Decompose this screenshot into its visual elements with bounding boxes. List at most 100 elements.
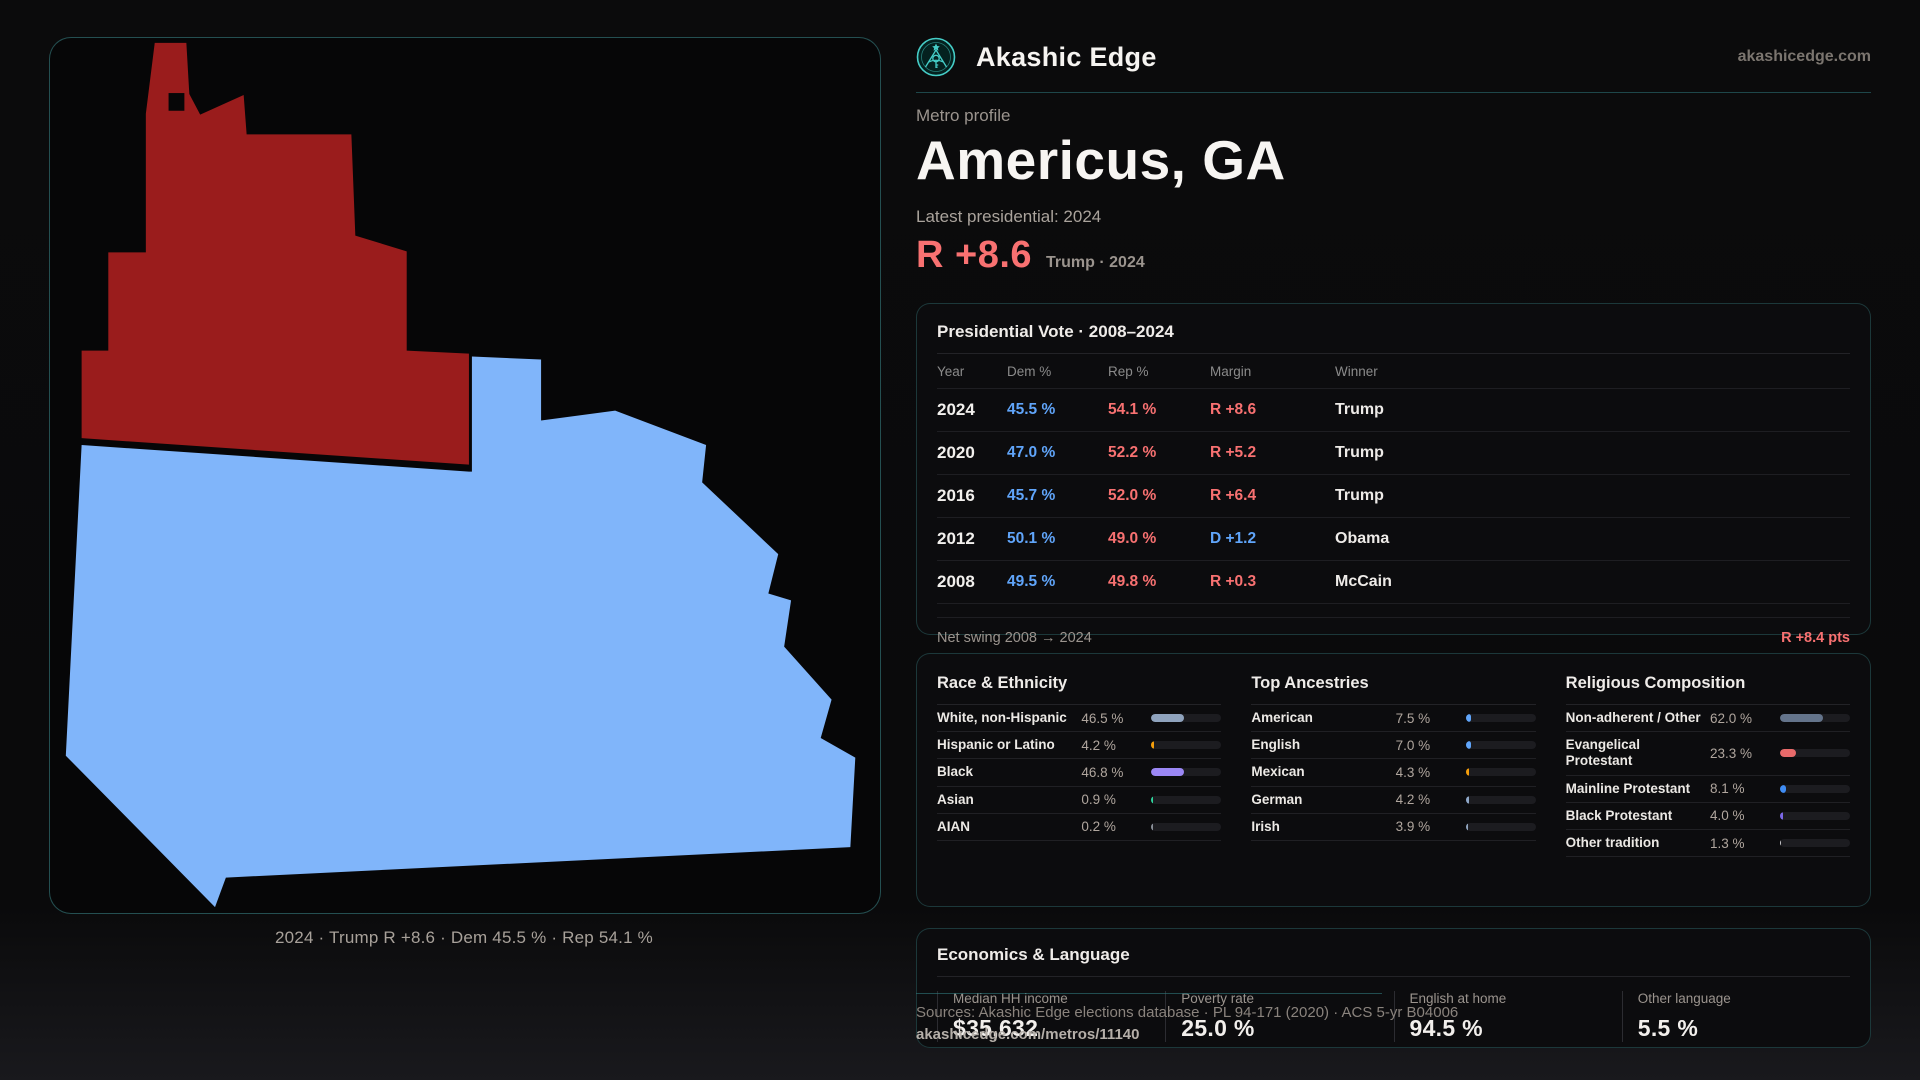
stat-label: English at home [1409,991,1507,1006]
vote-table-header: Year Dem % Rep % Margin Winner [937,354,1850,389]
demographics-card: Race & Ethnicity White, non-Hispanic 46.… [916,653,1871,907]
margin: R +0.3 [1210,573,1257,590]
winner: Obama [1335,530,1390,547]
demo-row: Black Protestant 4.0 % [1565,803,1850,830]
year: 2024 [937,400,975,419]
margin: R +8.6 [1210,401,1257,418]
page-eyebrow: Metro profile [916,106,1011,125]
demo-label: Irish [1251,818,1280,834]
demo-label: Asian [937,791,974,807]
stat-poverty-rate: Poverty rate 25.0 % [1165,991,1393,1042]
net-swing-label: Net swing 2008 → 2024 [937,630,1092,646]
county-map [65,42,856,908]
demo-bar [1465,822,1536,831]
rep-pct: 54.1 % [1108,401,1157,418]
demo-label: English [1251,737,1301,753]
demo-bar [1780,749,1850,758]
vote-row-2008: 2008 49.5 % 49.8 % R +0.3 McCain [937,561,1850,604]
sources-line: Sources: Akashic Edge elections database… [916,1004,1459,1021]
demo-bar [1151,795,1222,804]
stat-label: Poverty rate [1181,991,1255,1006]
demo-value: 0.9 % [1081,792,1116,808]
right-column: Akashic Edge akashicedge.com Metro profi… [916,0,1871,1080]
stat-value: 5.5 % [1637,1015,1699,1041]
rep-pct: 49.8 % [1108,573,1157,590]
demo-row: Mexican 4.3 % [1251,759,1536,787]
stat-label: Median HH income [953,991,1068,1006]
winner: McCain [1335,573,1392,590]
demo-row: Asian 0.9 % [937,787,1222,814]
demo-value: 46.8 % [1081,764,1124,780]
top-ancestries-panel: Top Ancestries American 7.5 % English 7.… [1251,674,1536,857]
brand-name: Akashic Edge [976,41,1157,72]
demo-bar [1151,822,1222,831]
demo-row: Hispanic or Latino 4.2 % [937,732,1222,760]
dem-pct: 47.0 % [1007,444,1056,461]
demo-bar [1151,714,1222,723]
demo-row: Black 46.8 % [937,759,1222,787]
map-county-blue[interactable] [65,356,856,908]
vote-row-2020: 2020 47.0 % 52.2 % R +5.2 Trump [937,432,1850,475]
rep-pct: 52.0 % [1108,487,1157,504]
stat-other-language: Other language 5.5 % [1621,991,1850,1042]
demo-bar [1151,741,1222,750]
col-rep: Rep % [1108,363,1149,379]
demo-label: White, non-Hispanic [937,710,1067,725]
demo-row: English 7.0 % [1251,732,1536,760]
demo-bar [1465,714,1536,723]
vote-row-2024: 2024 45.5 % 54.1 % R +8.6 Trump [937,389,1850,432]
net-swing-row: Net swing 2008 → 2024 R +8.4 pts [937,617,1850,646]
demo-label: American [1251,710,1313,725]
race-ethnicity-panel: Race & Ethnicity White, non-Hispanic 46.… [937,674,1222,857]
demo-value: 7.5 % [1395,710,1431,726]
demo-value: 46.5 % [1081,710,1124,726]
demo-value: 4.0 % [1710,808,1745,824]
demo-label: Hispanic or Latino [937,737,1055,753]
religious-composition-title: Religious Composition [1565,674,1850,705]
dem-pct: 50.1 % [1007,530,1056,547]
stat-value: 94.5 % [1409,1015,1483,1041]
col-dem: Dem % [1007,363,1052,379]
permalink[interactable]: akashicedge.com/metros/11140 [916,1025,1140,1043]
demo-bar [1151,768,1222,777]
demo-label: Non-adherent / Other [1565,710,1701,725]
demo-bar [1465,795,1536,804]
col-margin: Margin [1210,363,1252,379]
demo-bar [1780,714,1850,723]
demo-row: Other tradition 1.3 % [1565,830,1850,858]
economics-card: Economics & Language Median HH income $3… [916,928,1871,1048]
winner: Trump [1335,401,1384,418]
demo-value: 0.2 % [1081,819,1116,835]
winner: Trump [1335,487,1384,504]
rep-pct: 49.0 % [1108,530,1157,547]
year: 2016 [937,486,975,505]
rep-pct: 52.2 % [1108,444,1157,461]
vote-row-2012: 2012 50.1 % 49.0 % D +1.2 Obama [937,518,1850,561]
demo-label: Black [937,764,974,780]
demo-value: 62.0 % [1710,710,1753,726]
headline-note: Trump · 2024 [1046,254,1145,271]
stat-label: Other language [1637,991,1731,1006]
demo-bar [1780,784,1850,793]
headline-margin-block: R +8.6 Trump · 2024 [916,234,1145,277]
economics-title: Economics & Language [937,945,1850,977]
religious-composition-panel: Religious Composition Non-adherent / Oth… [1565,674,1850,858]
page-title: Americus, GA [916,129,1286,191]
col-year: Year [937,363,965,379]
map-county-red[interactable] [81,42,469,465]
site-link[interactable]: akashicedge.com [1737,48,1871,65]
map-caption: 2024 · Trump R +8.6 · Dem 45.5 % · Rep 5… [275,928,653,947]
demo-label: Evangelical Protestant [1565,737,1640,769]
year: 2012 [937,529,975,548]
margin: R +5.2 [1210,444,1257,461]
demo-label: AIAN [937,818,970,834]
header: Akashic Edge akashicedge.com [916,36,1871,78]
presidential-vote-card: Presidential Vote · 2008–2024 Year Dem %… [916,303,1871,646]
margin: R +6.4 [1210,487,1257,504]
demo-row: Mainline Protestant 8.1 % [1565,776,1850,803]
demo-label: Mexican [1251,764,1305,780]
year: 2008 [937,572,975,591]
demo-value: 4.3 % [1395,764,1431,780]
dem-pct: 45.5 % [1007,401,1056,418]
